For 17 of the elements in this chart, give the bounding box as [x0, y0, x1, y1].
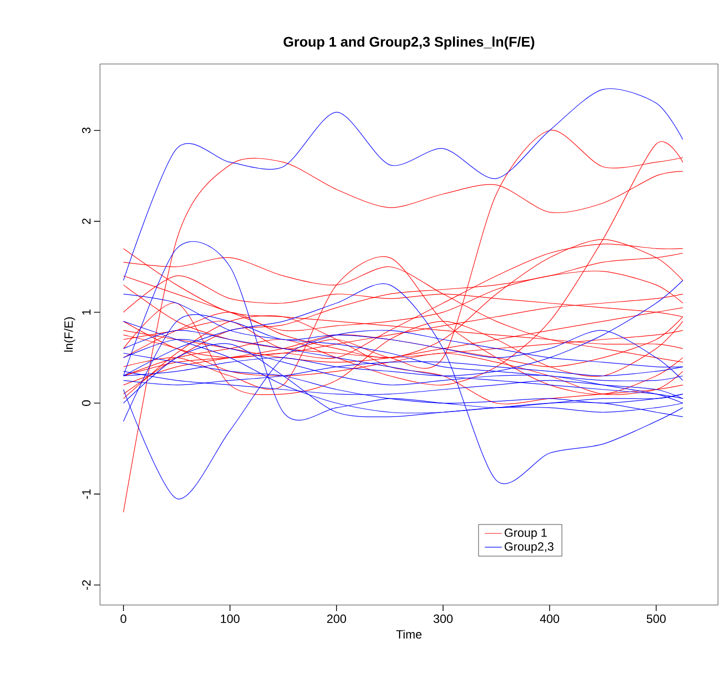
legend-label: Group 1 — [504, 528, 547, 540]
y-tick-label: 0 — [82, 400, 90, 406]
x-tick-label: 0 — [120, 614, 126, 623]
legend-label: Group2,3 — [504, 542, 554, 554]
x-tick-label: 400 — [540, 614, 560, 623]
y-tick-label: 3 — [82, 128, 90, 134]
x-axis-title: Time — [396, 630, 422, 639]
x-tick-label: 100 — [220, 614, 240, 623]
chart-title: Group 1 and Group2,3 Splines_ln(F/E) — [284, 36, 534, 50]
y-tick-label: 1 — [82, 309, 90, 315]
x-tick-label: 500 — [646, 614, 666, 623]
x-tick-label: 300 — [434, 614, 453, 623]
x-tick-label: 200 — [327, 614, 346, 623]
y-tick-label: -2 — [82, 580, 90, 590]
y-axis-title: ln(F/E) — [64, 317, 76, 352]
y-tick-label: 2 — [82, 218, 90, 224]
y-tick-label: -1 — [82, 489, 90, 499]
